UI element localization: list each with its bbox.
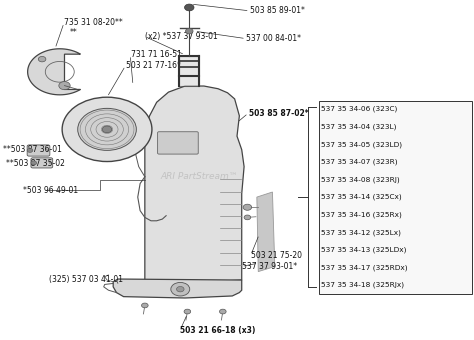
Polygon shape <box>145 86 244 285</box>
Text: 503 21 66-18 (x3): 503 21 66-18 (x3) <box>180 326 255 335</box>
Text: 537 37 93-01*: 537 37 93-01* <box>242 262 297 271</box>
Text: 537 35 34-06 (323C): 537 35 34-06 (323C) <box>321 106 398 112</box>
Text: 537 35 34-04 (323L): 537 35 34-04 (323L) <box>321 123 397 130</box>
Text: 731 71 16-51: 731 71 16-51 <box>131 50 182 60</box>
Circle shape <box>244 215 251 220</box>
Text: ARI PartStream™: ARI PartStream™ <box>160 172 238 181</box>
Polygon shape <box>27 49 81 95</box>
Text: 537 35 34-14 (325Cx): 537 35 34-14 (325Cx) <box>321 194 402 200</box>
Polygon shape <box>257 192 275 272</box>
Circle shape <box>102 126 112 133</box>
FancyBboxPatch shape <box>319 101 473 294</box>
Text: 537 00 84-01*: 537 00 84-01* <box>246 34 301 43</box>
FancyBboxPatch shape <box>157 132 198 154</box>
Circle shape <box>59 82 70 90</box>
Circle shape <box>38 56 46 62</box>
Circle shape <box>27 148 33 152</box>
Text: **503 87 36-01: **503 87 36-01 <box>3 145 62 154</box>
Circle shape <box>243 204 252 210</box>
Text: 503 21 77-16*: 503 21 77-16* <box>126 61 181 70</box>
Text: 503 21 75-20: 503 21 75-20 <box>251 251 302 260</box>
Text: (325) 537 03 41-01: (325) 537 03 41-01 <box>49 274 123 284</box>
Text: 537 35 34-12 (325Lx): 537 35 34-12 (325Lx) <box>321 229 401 236</box>
Text: 537 35 34-08 (323RJ): 537 35 34-08 (323RJ) <box>321 176 400 183</box>
Text: 537 35 34-16 (325Rx): 537 35 34-16 (325Rx) <box>321 211 402 218</box>
FancyBboxPatch shape <box>27 145 50 156</box>
Text: 735 31 08-20**: 735 31 08-20** <box>64 18 123 27</box>
FancyBboxPatch shape <box>31 158 53 168</box>
Circle shape <box>185 29 193 34</box>
Text: 537 35 34-13 (325LDx): 537 35 34-13 (325LDx) <box>321 246 407 253</box>
Text: 537 35 34-18 (325RJx): 537 35 34-18 (325RJx) <box>321 282 404 288</box>
Text: 537 35 34-07 (323R): 537 35 34-07 (323R) <box>321 159 398 165</box>
Circle shape <box>142 303 148 308</box>
Circle shape <box>184 309 191 314</box>
Text: 537 35 34-05 (323LD): 537 35 34-05 (323LD) <box>321 141 402 148</box>
Text: 503 85 89-01*: 503 85 89-01* <box>250 6 305 15</box>
Text: 537 35 34-17 (325RDx): 537 35 34-17 (325RDx) <box>321 264 408 271</box>
Circle shape <box>31 161 36 165</box>
Circle shape <box>78 108 137 150</box>
Polygon shape <box>113 279 242 298</box>
Circle shape <box>219 309 226 314</box>
Text: **503 87 35-02: **503 87 35-02 <box>6 159 65 168</box>
Circle shape <box>171 283 190 296</box>
Circle shape <box>62 97 152 162</box>
Text: (x2) *537 37 93-01: (x2) *537 37 93-01 <box>145 32 218 41</box>
Text: 503 85 87-02*: 503 85 87-02* <box>249 108 309 118</box>
Text: *503 96 49-01: *503 96 49-01 <box>23 186 79 195</box>
Circle shape <box>176 287 184 292</box>
Circle shape <box>184 4 194 11</box>
FancyBboxPatch shape <box>179 55 199 86</box>
Text: **: ** <box>69 28 77 37</box>
